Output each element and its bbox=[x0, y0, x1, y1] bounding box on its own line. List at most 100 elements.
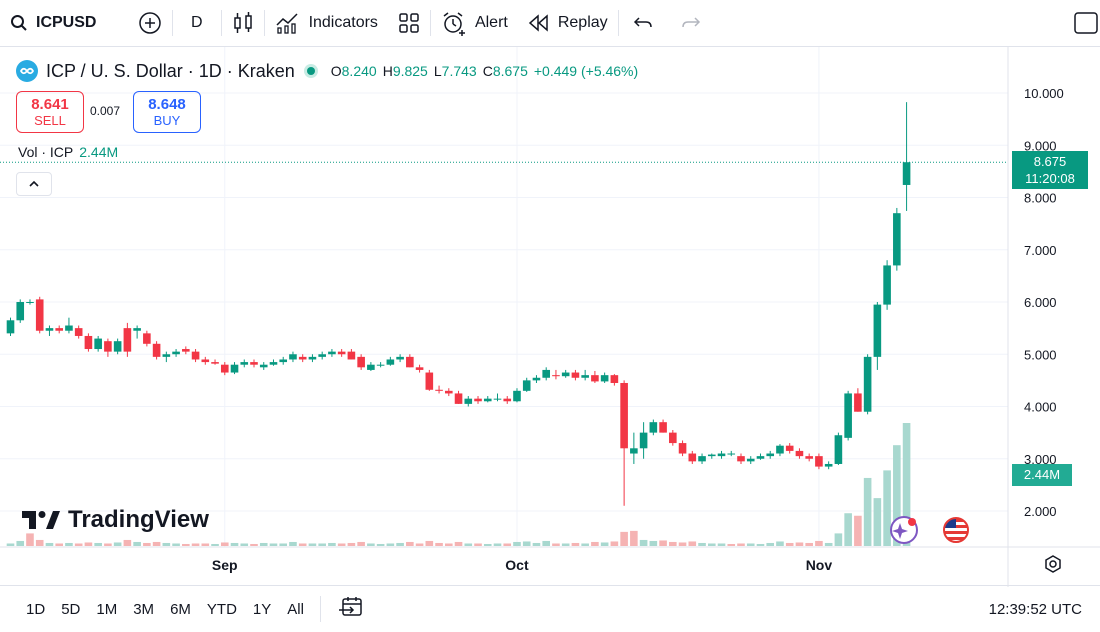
indicators-button[interactable]: Indicators bbox=[265, 0, 388, 46]
volume-bar bbox=[406, 541, 414, 546]
volume-bar bbox=[298, 543, 307, 546]
candle-body bbox=[591, 375, 599, 382]
sell-label: SELL bbox=[34, 113, 66, 128]
volume-bar bbox=[445, 543, 453, 546]
low-value: 7.743 bbox=[441, 63, 477, 79]
y-tick-label: 4.000 bbox=[1024, 400, 1057, 415]
volume-legend: Vol · ICP 2.44M bbox=[18, 144, 118, 160]
candle-body bbox=[581, 375, 589, 378]
volume-bar bbox=[474, 543, 482, 546]
alert-button[interactable]: Alert bbox=[431, 0, 518, 46]
volume-bar bbox=[6, 543, 15, 546]
high-label: H bbox=[382, 63, 393, 79]
volume-bar bbox=[717, 543, 726, 546]
icp-logo-icon bbox=[16, 60, 38, 82]
candle-body bbox=[893, 213, 901, 266]
candle-body bbox=[630, 448, 638, 454]
range-button-1m[interactable]: 1M bbox=[96, 600, 118, 618]
buy-label: BUY bbox=[153, 113, 181, 128]
candle-body bbox=[863, 356, 872, 412]
candle-body bbox=[211, 362, 219, 364]
compare-button[interactable] bbox=[128, 0, 172, 46]
volume-bar bbox=[35, 539, 44, 546]
redo-button[interactable] bbox=[667, 0, 715, 46]
volume-bar bbox=[367, 543, 375, 546]
volume-bar bbox=[308, 543, 317, 546]
collapse-legend-button[interactable] bbox=[16, 172, 52, 196]
market-open-icon bbox=[303, 64, 318, 78]
chart-type-button[interactable] bbox=[222, 0, 264, 46]
x-tick-label: Sep bbox=[212, 557, 238, 573]
chart-area[interactable]: 10.000 9.000 8.000 7.000 6.000 5.000 4.000 3.00… bbox=[0, 46, 1100, 587]
volume-bar bbox=[172, 543, 180, 546]
volume-bar bbox=[279, 543, 288, 546]
close-value: 8.675 bbox=[492, 63, 528, 79]
interval-label: D bbox=[191, 14, 203, 31]
y-tick-label: 10.000 bbox=[1024, 86, 1064, 101]
buy-price: 8.648 bbox=[148, 96, 186, 113]
candle-body bbox=[678, 443, 687, 454]
undo-button[interactable] bbox=[619, 0, 667, 46]
replay-label: Replay bbox=[557, 14, 608, 31]
scale-settings-button[interactable] bbox=[1043, 554, 1063, 574]
buy-button[interactable]: 8.648 BUY bbox=[133, 91, 201, 133]
rewind-icon bbox=[528, 14, 548, 32]
candle-body bbox=[415, 367, 424, 370]
range-button-6m[interactable]: 6M bbox=[170, 600, 191, 618]
volume-bar bbox=[191, 543, 200, 546]
range-button-5d[interactable]: 5D bbox=[61, 600, 81, 618]
ai-assistant-button[interactable] bbox=[888, 514, 920, 546]
sell-button[interactable]: 8.641 SELL bbox=[16, 91, 84, 133]
y-tick-label: 2.000 bbox=[1024, 504, 1057, 519]
candle-body bbox=[337, 351, 346, 355]
volume-bar bbox=[678, 542, 687, 546]
price-chart: 10.000 9.000 8.000 7.000 6.000 5.000 4.000 3.00… bbox=[0, 47, 1100, 587]
volume-bar bbox=[259, 542, 268, 546]
divider bbox=[617, 10, 619, 36]
close-label: C bbox=[482, 63, 493, 79]
candle-body bbox=[240, 362, 249, 365]
candle-body bbox=[35, 299, 44, 331]
candle-body bbox=[854, 393, 862, 412]
range-button-all[interactable]: All bbox=[287, 600, 304, 618]
candle-body bbox=[717, 453, 726, 457]
range-buttons: 1D 5D 1M 3M 6M YTD 1Y All bbox=[18, 601, 312, 618]
range-button-ytd[interactable]: YTD bbox=[206, 600, 237, 618]
fullscreen-button[interactable] bbox=[1064, 0, 1100, 46]
candle-body bbox=[376, 364, 385, 366]
symbol-title[interactable]: ICP / U. S. Dollar · 1D · Kraken bbox=[46, 60, 295, 81]
volume-bar bbox=[854, 515, 862, 546]
symbol-search[interactable]: ICPUSD bbox=[0, 0, 128, 46]
volume-bar bbox=[581, 543, 589, 546]
candle-body bbox=[669, 432, 677, 444]
divider bbox=[220, 10, 222, 36]
candle-body bbox=[230, 364, 239, 373]
candle-body bbox=[483, 398, 492, 402]
candle-body bbox=[259, 364, 268, 368]
volume-bar bbox=[123, 539, 132, 546]
candle-body bbox=[688, 453, 697, 462]
y-tick-label: 8.000 bbox=[1024, 191, 1057, 206]
candle-body bbox=[844, 393, 852, 438]
economic-events-button[interactable] bbox=[942, 516, 970, 544]
replay-button[interactable]: Replay bbox=[518, 0, 618, 46]
alert-label: Alert bbox=[474, 14, 508, 31]
candle-body bbox=[279, 359, 288, 363]
layouts-button[interactable] bbox=[388, 0, 430, 46]
tradingview-icon bbox=[22, 511, 60, 529]
volume-bar bbox=[776, 541, 784, 546]
volume-bar bbox=[45, 542, 54, 546]
goto-date-button[interactable] bbox=[331, 595, 373, 623]
volume-bar bbox=[240, 543, 249, 546]
candle-body bbox=[367, 364, 375, 370]
interval-button[interactable]: D bbox=[173, 0, 221, 46]
volume-bar bbox=[464, 543, 473, 546]
range-button-1d[interactable]: 1D bbox=[26, 600, 46, 618]
volume-bar bbox=[104, 543, 112, 546]
tradingview-logo[interactable]: TradingView bbox=[22, 506, 209, 534]
candle-body bbox=[824, 463, 833, 467]
range-button-1y[interactable]: 1Y bbox=[252, 600, 272, 618]
volume-bar bbox=[376, 543, 385, 546]
range-button-3m[interactable]: 3M bbox=[133, 600, 155, 618]
utc-clock[interactable]: 12:39:52 UTC bbox=[988, 600, 1082, 618]
